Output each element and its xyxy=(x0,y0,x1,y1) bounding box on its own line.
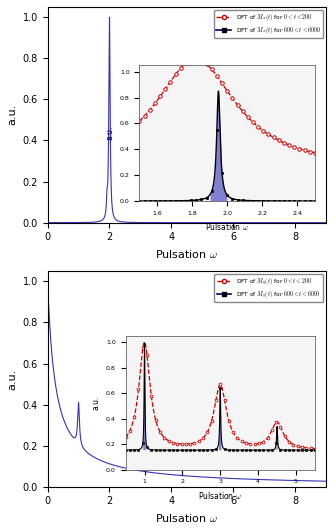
Legend: DFT of $M_y(t)$ for $0 < t < 200$, DFT of $M_y(t)$ for $600 < t < 6000$: DFT of $M_y(t)$ for $0 < t < 200$, DFT o… xyxy=(214,274,323,302)
X-axis label: Pulsation $\omega$: Pulsation $\omega$ xyxy=(155,248,218,260)
Y-axis label: a.u.: a.u. xyxy=(7,369,17,390)
X-axis label: Pulsation $\omega$: Pulsation $\omega$ xyxy=(155,512,218,524)
Y-axis label: a.u.: a.u. xyxy=(7,104,17,125)
Legend: DFT of $M_x(t)$ for $0 < t < 200$, DFT of $M_x(t)$ for $600 < t < 6000$: DFT of $M_x(t)$ for $0 < t < 200$, DFT o… xyxy=(214,10,323,38)
